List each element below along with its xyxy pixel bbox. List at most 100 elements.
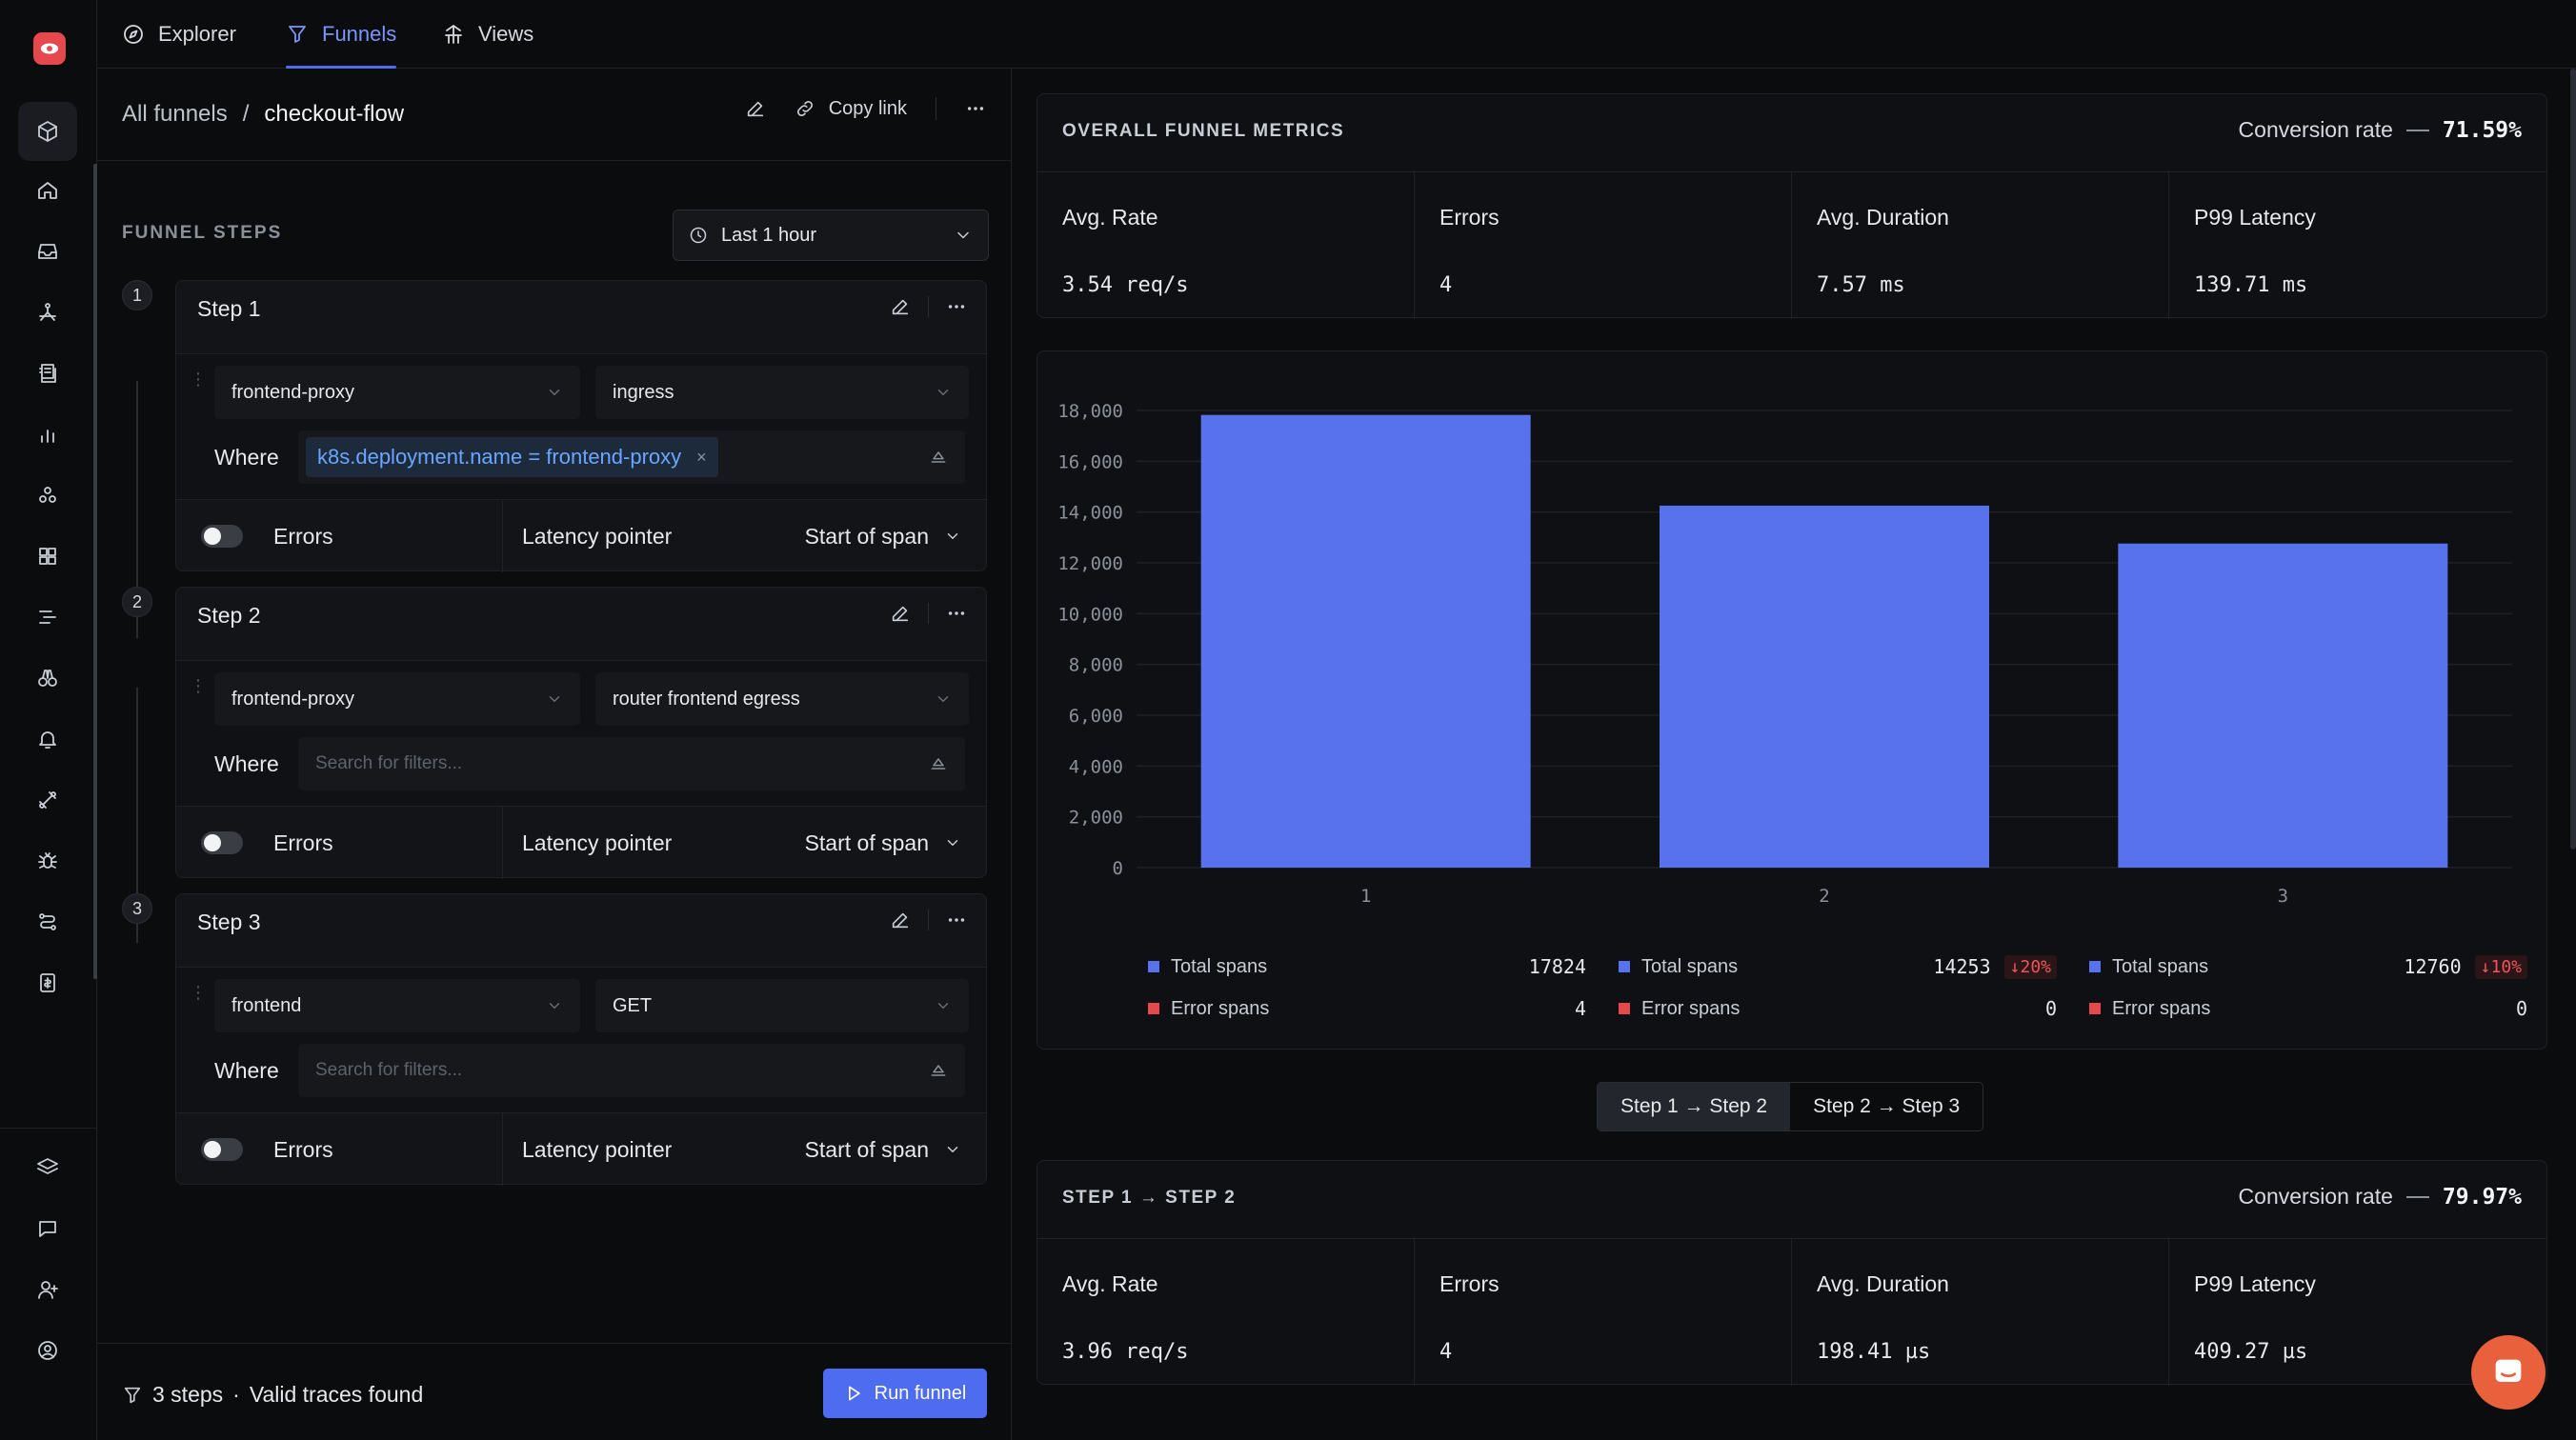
- tab-step-2-to-3[interactable]: Step 2 → Step 3: [1813, 1095, 1961, 1117]
- traces-icon: [39, 610, 56, 624]
- sidebar-item-billing[interactable]: [18, 953, 77, 1012]
- sidebar-item-exceptions[interactable]: [18, 831, 77, 890]
- errors-toggle[interactable]: [201, 525, 243, 548]
- legend-value: 12760: [2404, 955, 2462, 978]
- span-name-select[interactable]: GET: [595, 979, 969, 1032]
- step-tools: [890, 296, 967, 317]
- latency-pointer-select[interactable]: Start of span: [805, 524, 961, 550]
- filter-chip[interactable]: k8s.deployment.name = frontend-proxy ×: [306, 437, 718, 477]
- clock-icon: [690, 227, 707, 244]
- sidebar-item-services[interactable]: [18, 283, 77, 342]
- rename-button[interactable]: [745, 98, 766, 119]
- bar-total-spans: [1200, 414, 1531, 868]
- copy-link-button[interactable]: Copy link: [795, 98, 907, 120]
- sidebar-item-explore[interactable]: [18, 649, 77, 708]
- ellipsis-icon[interactable]: [946, 296, 967, 317]
- drop-off-value: 10%: [2490, 956, 2522, 977]
- sidebar-item-logs[interactable]: [18, 344, 77, 403]
- step-title: Step 3: [197, 910, 261, 934]
- overall-metrics-card: OVERALL FUNNEL METRICS Conversion rate 7…: [1036, 93, 2547, 319]
- service-value: frontend: [231, 994, 302, 1016]
- step-body: ⋮⋮ frontend GET Where Search for filters…: [176, 967, 986, 1113]
- span-name-select[interactable]: ingress: [595, 366, 969, 419]
- legend-label: Total spans: [1641, 955, 1739, 977]
- pencil-icon: [747, 101, 763, 117]
- filter-options-icon[interactable]: [929, 1061, 948, 1080]
- support-chat-button[interactable]: [2471, 1335, 2546, 1410]
- sidebar-item-invite[interactable]: [18, 1260, 77, 1319]
- sidebar-item-layers[interactable]: [18, 1138, 77, 1197]
- latency-pointer-select[interactable]: Start of span: [805, 830, 961, 856]
- dash: [2405, 1195, 2429, 1198]
- sidebar-item-metrics[interactable]: [18, 405, 77, 464]
- page-scrollbar[interactable]: [2570, 69, 2576, 850]
- errors-toggle[interactable]: [201, 1138, 243, 1161]
- legend-row: Total spans 12760 ↓10%: [2089, 946, 2527, 988]
- errors-toggle[interactable]: [201, 831, 243, 854]
- latency-pointer-value: Start of span: [804, 523, 929, 549]
- filter-options-icon[interactable]: [929, 754, 948, 773]
- tab-funnels[interactable]: Funnels: [286, 0, 397, 69]
- ellipsis-icon[interactable]: [946, 910, 967, 930]
- play-icon: [848, 1386, 860, 1401]
- pencil-icon[interactable]: [890, 603, 911, 624]
- filter-options-icon[interactable]: [929, 448, 948, 467]
- sidebar-item-profile[interactable]: [18, 1321, 77, 1380]
- chevron-down-icon: [947, 533, 958, 539]
- metric-errors: Errors 4: [1415, 1239, 1792, 1386]
- sidebar-item-inbox[interactable]: [18, 222, 77, 281]
- metric-label: Avg. Duration: [1817, 1271, 1949, 1296]
- sidebar-item-dashboards[interactable]: [18, 527, 77, 586]
- sidebar-item-workflows[interactable]: [18, 892, 77, 951]
- step-title: Step 2: [197, 603, 261, 628]
- metric-label: Errors: [1439, 1271, 1499, 1296]
- legend-label: Error spans: [1171, 997, 1270, 1019]
- ellipsis-icon: [967, 107, 984, 110]
- y-tick-label: 8,000: [1069, 655, 1123, 676]
- step-body: ⋮⋮ frontend-proxy router frontend egress…: [176, 660, 986, 807]
- conversion-rate: Conversion rate 71.59%: [2239, 117, 2522, 143]
- sidebar-item-alerts[interactable]: [18, 710, 77, 769]
- remove-filter-icon[interactable]: ×: [696, 447, 707, 467]
- drop-off-badge: ↓20%: [2003, 954, 2057, 979]
- pencil-icon[interactable]: [890, 910, 911, 930]
- breadcrumb-separator: /: [242, 101, 250, 127]
- filter-input[interactable]: Search for filters...: [298, 737, 965, 790]
- sidebar-item-support[interactable]: [18, 1199, 77, 1258]
- chevron-down-icon: [937, 390, 949, 395]
- metric-avg-duration: Avg. Duration 198.41 µs: [1792, 1239, 2169, 1386]
- breadcrumb-all-funnels[interactable]: All funnels: [122, 101, 228, 127]
- step-tools: [890, 603, 967, 624]
- sidebar-item-traces[interactable]: [18, 588, 77, 647]
- ellipsis-icon[interactable]: [946, 603, 967, 624]
- sidebar-item-pipelines[interactable]: [18, 770, 77, 830]
- filter-input[interactable]: Search for filters...: [298, 1044, 965, 1097]
- copy-link-label: Copy link: [828, 97, 907, 119]
- legend-swatch: [1148, 1003, 1159, 1014]
- step-connector: [136, 688, 138, 943]
- service-select[interactable]: frontend-proxy: [214, 366, 580, 419]
- where-row: Where Search for filters...: [214, 1044, 965, 1097]
- run-funnel-button[interactable]: Run funnel: [823, 1369, 987, 1418]
- funnel-chart-card: 0 2,000 4,000 6,000 8,000 10,000 12,000 14,000 1…: [1036, 350, 2547, 1050]
- filter-input[interactable]: k8s.deployment.name = frontend-proxy ×: [298, 430, 965, 484]
- funnel-icon: [124, 1387, 141, 1403]
- home-icon: [38, 182, 57, 199]
- pencil-icon[interactable]: [890, 296, 911, 317]
- service-select[interactable]: frontend-proxy: [214, 672, 580, 726]
- metric-label: Errors: [1439, 205, 1499, 230]
- time-range-select[interactable]: Last 1 hour: [673, 210, 989, 261]
- tab-step-1-to-2[interactable]: Step 1 → Step 2: [1598, 1083, 1791, 1130]
- more-button[interactable]: [965, 98, 986, 119]
- sidebar-item-integrations[interactable]: [18, 466, 77, 525]
- tab-views[interactable]: Views: [442, 0, 533, 69]
- legend-swatch: [1148, 961, 1159, 972]
- sidebar-item-home[interactable]: [18, 161, 77, 220]
- y-tick-label: 16,000: [1057, 451, 1123, 472]
- app-logo[interactable]: [33, 32, 66, 65]
- latency-pointer-select[interactable]: Start of span: [805, 1137, 961, 1163]
- tab-explorer[interactable]: Explorer: [122, 0, 236, 69]
- service-select[interactable]: frontend: [214, 979, 580, 1032]
- span-name-select[interactable]: router frontend egress: [595, 672, 969, 726]
- sidebar-item-cube[interactable]: [18, 102, 77, 161]
